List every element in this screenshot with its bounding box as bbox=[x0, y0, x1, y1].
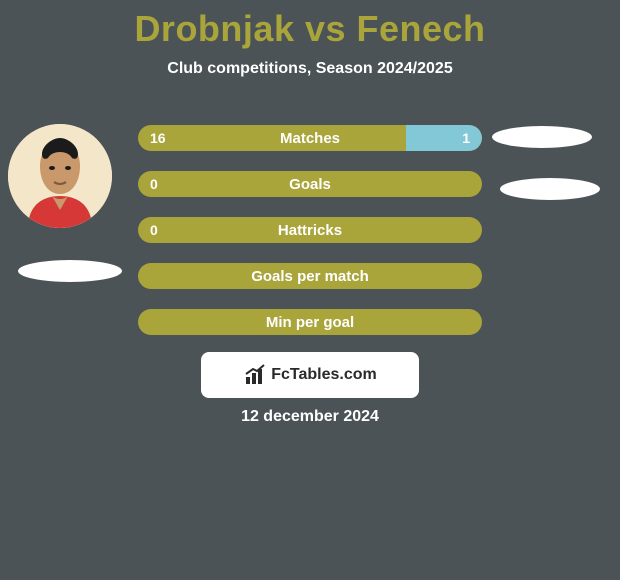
chart-icon bbox=[243, 363, 267, 387]
page-title: Drobnjak vs Fenech bbox=[0, 0, 620, 50]
bar-label: Goals bbox=[138, 176, 482, 193]
stat-bar: Hattricks0 bbox=[138, 217, 482, 243]
stat-bar: Matches16 1 bbox=[138, 125, 482, 151]
player-portrait-icon bbox=[8, 124, 112, 228]
branding-badge: FcTables.com bbox=[201, 352, 419, 398]
branding-text: FcTables.com bbox=[271, 366, 377, 384]
subtitle: Club competitions, Season 2024/2025 bbox=[0, 60, 620, 78]
date-text: 12 december 2024 bbox=[0, 408, 620, 426]
bar-value-left: 0 bbox=[150, 222, 158, 238]
bar-label: Hattricks bbox=[138, 222, 482, 239]
infographic-container: Drobnjak vs Fenech Club competitions, Se… bbox=[0, 0, 620, 580]
bar-label: Matches bbox=[138, 130, 482, 147]
player-left-shadow bbox=[18, 260, 122, 282]
stat-bar: Goals0 bbox=[138, 171, 482, 197]
player-left-avatar bbox=[8, 124, 112, 228]
bar-label: Goals per match bbox=[138, 268, 482, 285]
bar-value-left: 16 bbox=[150, 130, 166, 146]
comparison-bars: Matches161Goals0Hattricks0Goals per matc… bbox=[138, 125, 482, 355]
player-right-shadow-2 bbox=[500, 178, 600, 200]
bar-label: Min per goal bbox=[138, 314, 482, 331]
bar-value-right: 1 bbox=[462, 130, 470, 146]
bar-value-left: 0 bbox=[150, 176, 158, 192]
stat-bar: Goals per match bbox=[138, 263, 482, 289]
player-right-shadow-1 bbox=[492, 126, 592, 148]
stat-bar: Min per goal bbox=[138, 309, 482, 335]
